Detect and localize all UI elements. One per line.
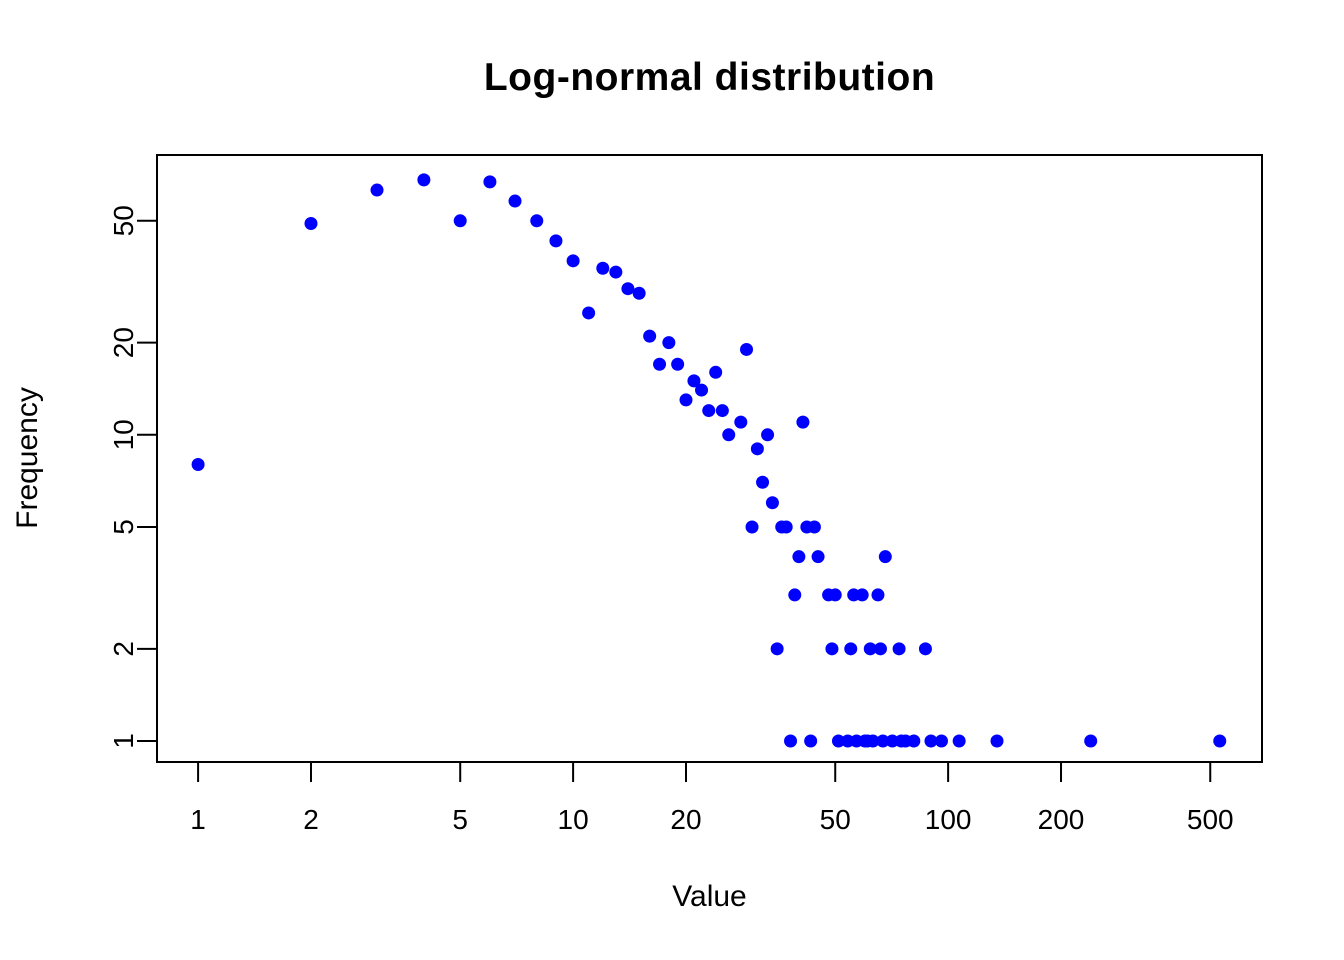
data-point xyxy=(1213,734,1227,748)
data-point xyxy=(924,734,938,748)
data-point xyxy=(788,588,802,602)
data-point xyxy=(761,428,775,442)
data-point xyxy=(1084,734,1098,748)
data-point xyxy=(566,254,580,268)
x-tick-label: 1 xyxy=(190,804,206,835)
data-point xyxy=(596,261,610,275)
data-point xyxy=(792,550,806,564)
x-tick-label: 500 xyxy=(1187,804,1234,835)
data-point xyxy=(483,175,497,189)
data-point xyxy=(770,642,784,656)
data-point xyxy=(871,588,885,602)
data-point xyxy=(863,642,877,656)
data-point xyxy=(530,214,544,228)
data-point xyxy=(549,234,563,248)
y-tick-label: 1 xyxy=(108,733,139,749)
data-point xyxy=(643,329,657,343)
x-tick-label: 5 xyxy=(452,804,468,835)
data-point xyxy=(621,282,635,296)
data-point xyxy=(952,734,966,748)
data-point xyxy=(582,306,596,320)
data-point xyxy=(722,428,736,442)
data-point xyxy=(671,357,685,371)
data-point xyxy=(811,550,825,564)
data-point xyxy=(750,442,764,456)
data-point xyxy=(745,520,759,534)
data-point xyxy=(453,214,467,228)
y-axis-label: Frequency xyxy=(11,387,44,529)
data-point xyxy=(756,475,770,489)
x-tick-label: 2 xyxy=(303,804,319,835)
data-point xyxy=(825,642,839,656)
data-point xyxy=(907,734,921,748)
data-point xyxy=(702,404,716,418)
x-tick-label: 10 xyxy=(558,804,589,835)
data-point xyxy=(632,286,646,300)
data-point xyxy=(844,642,858,656)
data-point xyxy=(417,173,431,187)
data-point xyxy=(804,734,818,748)
data-point xyxy=(796,415,810,429)
x-tick-label: 20 xyxy=(670,804,701,835)
data-point xyxy=(990,734,1004,748)
data-point xyxy=(695,383,709,397)
data-point xyxy=(304,216,318,230)
y-tick-label: 50 xyxy=(108,205,139,236)
x-axis-label: Value xyxy=(672,880,747,913)
data-point xyxy=(831,734,845,748)
data-point xyxy=(687,374,701,388)
data-point xyxy=(866,734,880,748)
y-tick-label: 5 xyxy=(108,519,139,535)
data-point xyxy=(765,496,779,510)
data-point xyxy=(934,734,948,748)
data-point xyxy=(807,520,821,534)
data-point xyxy=(715,404,729,418)
data-point xyxy=(191,457,205,471)
data-point xyxy=(784,734,798,748)
y-tick-label: 20 xyxy=(108,327,139,358)
data-point xyxy=(679,393,693,407)
y-tick-label: 2 xyxy=(108,641,139,657)
x-tick-label: 50 xyxy=(820,804,851,835)
data-point xyxy=(885,734,899,748)
data-point xyxy=(892,642,906,656)
data-point xyxy=(873,642,887,656)
chart-title: Log-normal distribution xyxy=(483,56,936,99)
data-point xyxy=(779,520,793,534)
data-point xyxy=(855,588,869,602)
data-point xyxy=(828,588,842,602)
data-point xyxy=(918,642,932,656)
x-tick-label: 100 xyxy=(925,804,972,835)
data-point xyxy=(508,194,522,208)
y-tick-label: 10 xyxy=(108,419,139,450)
x-tick-label: 200 xyxy=(1038,804,1085,835)
data-point xyxy=(709,365,723,379)
data-point xyxy=(662,336,676,350)
data-point xyxy=(734,415,748,429)
data-point xyxy=(653,357,667,371)
data-point xyxy=(740,342,754,356)
data-point xyxy=(876,734,890,748)
data-point xyxy=(609,265,623,279)
data-point xyxy=(370,183,384,197)
data-point xyxy=(878,550,892,564)
plot-frame xyxy=(156,154,1263,763)
